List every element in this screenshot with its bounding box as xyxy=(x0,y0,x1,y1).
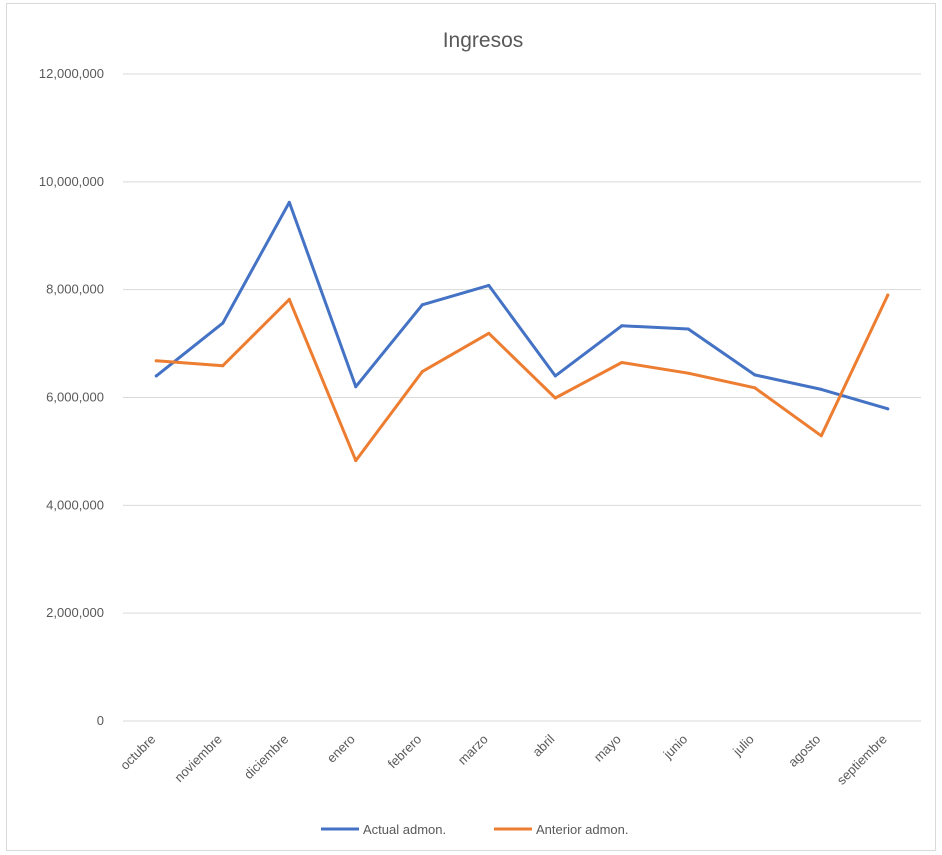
data-point xyxy=(420,303,424,307)
data-point xyxy=(753,373,757,377)
data-point xyxy=(553,396,557,400)
data-point xyxy=(487,283,491,287)
y-tick-label: 4,000,000 xyxy=(46,497,104,512)
series-lines xyxy=(154,200,890,463)
chart-area xyxy=(6,3,936,851)
y-tick-label: 12,000,000 xyxy=(39,66,104,81)
data-point xyxy=(221,321,225,325)
x-tick-label: marzo xyxy=(455,732,491,768)
x-tick-label: febrero xyxy=(385,732,425,772)
data-point xyxy=(354,459,358,463)
legend-label: Anterior admon. xyxy=(536,822,629,837)
x-tick-label: septiembre xyxy=(834,732,890,788)
y-tick-label: 6,000,000 xyxy=(46,390,104,405)
x-tick-label: junio xyxy=(660,732,691,763)
data-point xyxy=(819,387,823,391)
data-point xyxy=(886,293,890,297)
x-tick-label: agosto xyxy=(785,732,823,770)
y-tick-label: 10,000,000 xyxy=(39,174,104,189)
data-point xyxy=(553,374,557,378)
data-point xyxy=(420,370,424,374)
x-tick-label: octubre xyxy=(117,732,158,773)
x-tick-label: julio xyxy=(729,732,757,760)
data-point xyxy=(886,407,890,411)
data-point xyxy=(620,360,624,364)
y-tick-label: 2,000,000 xyxy=(46,605,104,620)
y-tick-label: 0 xyxy=(97,713,104,728)
gridlines xyxy=(123,73,921,722)
data-point xyxy=(154,374,158,378)
x-tick-label: mayo xyxy=(591,732,624,765)
legend-item: Anterior admon. xyxy=(494,822,629,837)
data-point xyxy=(487,331,491,335)
legend: Actual admon. Anterior admon. xyxy=(321,822,629,837)
x-tick-label: diciembre xyxy=(241,732,291,782)
x-axis-ticks: octubre noviembre diciembre enero febrero mar… xyxy=(117,731,890,787)
data-point xyxy=(287,297,291,301)
data-point xyxy=(620,324,624,328)
x-tick-label: enero xyxy=(324,732,358,766)
chart-title: Ingresos xyxy=(443,29,524,52)
y-axis-ticks: 0 2,000,000 4,000,000 6,000,000 8,000,000 10,… xyxy=(39,66,104,728)
data-point xyxy=(686,371,690,375)
x-tick-label: noviembre xyxy=(171,732,225,786)
series-line-anterior xyxy=(154,293,890,463)
data-point xyxy=(686,327,690,331)
data-point xyxy=(753,386,757,390)
data-point xyxy=(819,434,823,438)
data-point xyxy=(354,385,358,389)
y-tick-label: 8,000,000 xyxy=(46,282,104,297)
legend-label: Actual admon. xyxy=(363,822,446,837)
data-point xyxy=(154,359,158,363)
data-point xyxy=(287,200,291,204)
x-tick-label: abril xyxy=(529,731,557,759)
series-line-actual xyxy=(154,200,890,411)
data-point xyxy=(221,364,225,368)
legend-item: Actual admon. xyxy=(321,822,446,837)
